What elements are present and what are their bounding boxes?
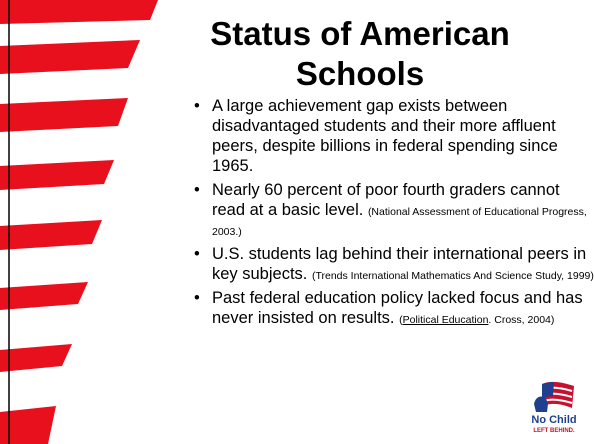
citation: (National Assessment of Educational Prog…	[212, 206, 587, 238]
bullet-text: Nearly 60 percent of poor fourth graders…	[212, 181, 560, 219]
bullet-list: A large achievement gap exists between d…	[190, 96, 594, 332]
bullet: U.S. students lag behind their internati…	[194, 244, 594, 284]
slide-title: Status of American Schools	[210, 15, 510, 92]
citation: (Political Education. Cross, 2004)	[399, 314, 554, 326]
bullet: Nearly 60 percent of poor fourth graders…	[194, 180, 594, 240]
flag-stripes	[0, 0, 158, 444]
bullet-text: U.S. students lag behind their internati…	[212, 245, 587, 283]
bullet: A large achievement gap exists between d…	[194, 96, 594, 176]
bullet-text: A large achievement gap exists between d…	[212, 97, 558, 175]
bullet-text: Past federal education policy lacked foc…	[212, 289, 583, 327]
citation-link[interactable]: Political Education	[402, 314, 489, 326]
citation-rest: . Cross, 2004)	[488, 314, 555, 326]
logo: No Child LEFT BEHIND.	[531, 381, 577, 434]
citation: (Trends International Mathematics And Sc…	[311, 270, 594, 282]
bullet: Past federal education policy lacked foc…	[194, 288, 594, 328]
logo-line1: No Child	[531, 414, 576, 426]
logo-line2: LEFT BEHIND.	[533, 428, 575, 434]
citation-open: (	[399, 314, 403, 326]
